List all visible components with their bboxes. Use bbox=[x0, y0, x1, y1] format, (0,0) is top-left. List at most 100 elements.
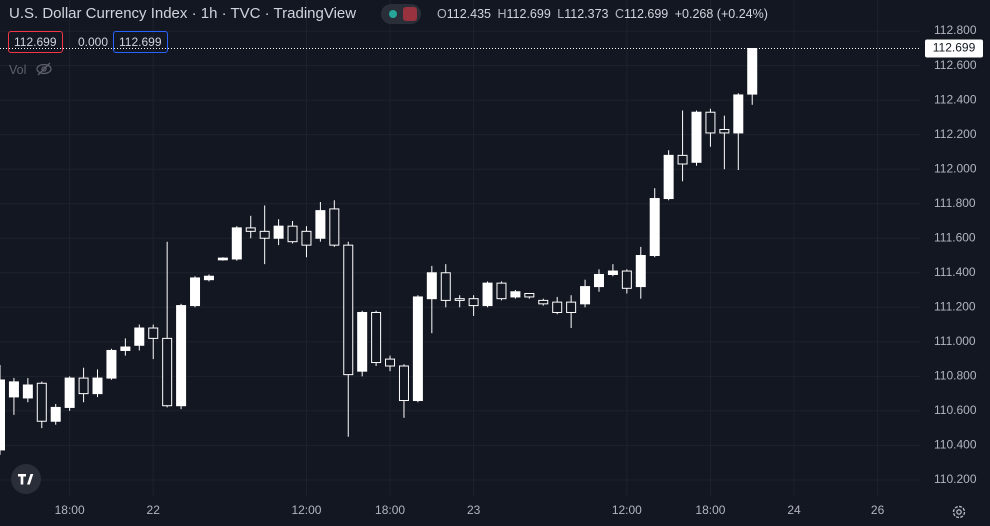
candle-body bbox=[106, 349, 117, 379]
candle-body bbox=[176, 305, 187, 407]
ohlc-value: 112.699 bbox=[624, 7, 669, 21]
candle-body bbox=[426, 272, 437, 300]
candle-body bbox=[217, 257, 228, 261]
last-price-label: 112.699 bbox=[933, 41, 976, 55]
candle-body bbox=[454, 298, 465, 301]
candle-body bbox=[538, 299, 549, 305]
candle-body bbox=[663, 154, 674, 200]
candle-body bbox=[496, 282, 507, 300]
candle-body bbox=[92, 377, 103, 395]
data-status-icon bbox=[403, 7, 417, 21]
x-tick-label: 18:00 bbox=[375, 503, 405, 517]
candle-body bbox=[8, 381, 19, 398]
candle-body bbox=[649, 198, 660, 257]
ask-box: 112.699 bbox=[113, 31, 168, 53]
x-tick-label: 24 bbox=[787, 503, 801, 517]
market-status-dot bbox=[389, 10, 397, 18]
candle-body bbox=[398, 365, 409, 402]
candle-body bbox=[635, 255, 646, 288]
status-badge[interactable] bbox=[381, 4, 421, 24]
candle-body bbox=[705, 111, 716, 134]
candle-body bbox=[580, 286, 591, 305]
candle-body bbox=[524, 292, 535, 298]
settings-icon[interactable] bbox=[950, 503, 968, 521]
candle-body bbox=[190, 277, 201, 307]
ohlc-key: C bbox=[614, 7, 624, 21]
y-tick-label: 112.400 bbox=[934, 92, 977, 106]
ohlc-key: H bbox=[497, 7, 507, 21]
candle-body bbox=[593, 274, 604, 288]
candle-body bbox=[371, 311, 382, 364]
y-tick-label: 111.400 bbox=[934, 265, 976, 279]
candle-body bbox=[120, 346, 131, 351]
y-tick-label: 111.000 bbox=[934, 334, 976, 348]
candle-body bbox=[691, 111, 702, 163]
ohlc-key: L bbox=[557, 7, 565, 21]
x-tick-label: 26 bbox=[871, 503, 885, 517]
x-tick-label: 22 bbox=[147, 503, 161, 517]
ohlc-value: 112.435 bbox=[446, 7, 491, 21]
last-price-box bbox=[925, 39, 983, 58]
y-tick-label: 112.000 bbox=[934, 161, 977, 175]
candle-body bbox=[162, 337, 173, 407]
candle-body bbox=[273, 225, 284, 239]
volume-label: Vol bbox=[9, 63, 27, 77]
candle-body bbox=[231, 227, 242, 260]
ohlc-value: 112.373 bbox=[564, 7, 609, 21]
ohlc-value: 112.699 bbox=[506, 7, 551, 21]
candle-body bbox=[78, 377, 89, 395]
y-tick-label: 112.600 bbox=[934, 58, 977, 72]
candle-body bbox=[36, 382, 47, 422]
x-tick-label: 23 bbox=[467, 503, 481, 517]
y-tick-label: 112.800 bbox=[934, 23, 977, 37]
candle-body bbox=[677, 154, 688, 165]
candle-body bbox=[607, 270, 618, 276]
candle-body bbox=[621, 270, 632, 289]
candle-body bbox=[719, 128, 730, 134]
x-tick-label: 18:00 bbox=[55, 503, 85, 517]
candle-body bbox=[343, 244, 354, 376]
candle-body bbox=[64, 377, 75, 408]
change: +0.268 (+0.24%) bbox=[674, 7, 768, 21]
candle-body bbox=[747, 48, 758, 95]
y-tick-label: 110.600 bbox=[934, 403, 977, 417]
candle-body bbox=[245, 227, 256, 232]
logo[interactable] bbox=[10, 463, 42, 495]
candle-body bbox=[315, 210, 326, 239]
candle-body bbox=[329, 208, 340, 246]
candle-body bbox=[552, 301, 563, 313]
candle-body bbox=[385, 358, 396, 367]
y-tick-label: 111.800 bbox=[934, 196, 976, 210]
candle-body bbox=[134, 327, 145, 346]
ohlc-key: O bbox=[437, 7, 447, 21]
y-tick-label: 111.200 bbox=[934, 299, 976, 313]
y-tick-label: 110.200 bbox=[934, 472, 977, 486]
candle-body bbox=[412, 296, 423, 402]
x-tick-label: 12:00 bbox=[612, 503, 642, 517]
ohlc-legend: O112.435 H112.699 L112.373 C112.699 +0.2… bbox=[437, 7, 768, 21]
candle-body bbox=[510, 291, 521, 298]
candle-body bbox=[203, 275, 214, 281]
candle-body bbox=[468, 298, 479, 307]
y-tick-label: 112.200 bbox=[934, 127, 977, 141]
x-tick-label: 18:00 bbox=[695, 503, 725, 517]
candle-body bbox=[357, 311, 368, 372]
candle-body bbox=[733, 94, 744, 134]
hide-icon[interactable] bbox=[35, 61, 53, 77]
y-tick-label: 111.600 bbox=[934, 230, 976, 244]
candle-body bbox=[0, 379, 5, 451]
spread: 0.000 bbox=[78, 35, 109, 49]
candle-body bbox=[482, 282, 493, 307]
candle-body bbox=[301, 230, 312, 246]
candle-body bbox=[50, 406, 61, 422]
y-tick-label: 110.400 bbox=[934, 438, 977, 452]
candle-body bbox=[440, 272, 451, 301]
symbol-title: U.S. Dollar Currency Index · 1h · TVC · … bbox=[9, 5, 357, 22]
candle-body bbox=[287, 225, 298, 243]
x-tick-label: 12:00 bbox=[291, 503, 321, 517]
y-tick-label: 110.800 bbox=[934, 369, 977, 383]
candle-body bbox=[259, 230, 270, 239]
candle-body bbox=[22, 384, 33, 399]
